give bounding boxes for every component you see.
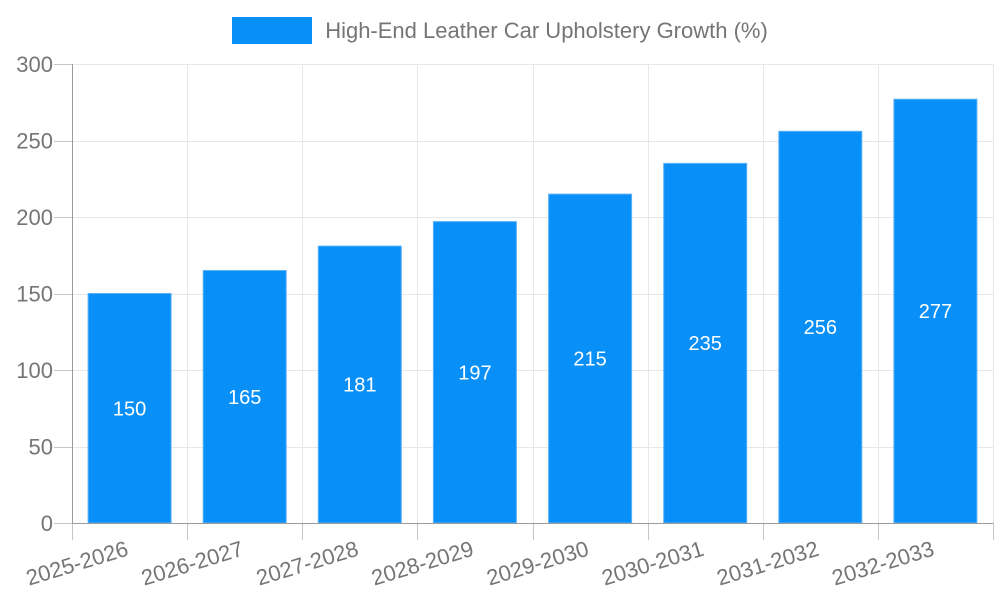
bar-2027-2028[interactable]: [317, 245, 402, 524]
bar-value-label: 277: [919, 301, 952, 323]
y-axis-label: 200: [16, 205, 53, 230]
x-axis-label: 2031-2032: [714, 536, 822, 591]
y-axis-label: 100: [16, 358, 53, 383]
bar-value-label: 181: [343, 375, 376, 397]
legend-swatch-icon: [232, 17, 313, 44]
x-axis-label: 2032-2033: [829, 536, 937, 591]
legend-label: High-End Leather Car Upholstery Growth (…: [325, 18, 768, 43]
y-axis-label: 300: [16, 52, 53, 77]
x-axis-label: 2029-2030: [484, 536, 592, 591]
bar-2030-2031[interactable]: [663, 162, 748, 524]
y-axis-label: 150: [16, 282, 53, 307]
x-axis-label: 2027-2028: [253, 536, 361, 591]
bar-value-label: 150: [113, 398, 146, 420]
bar-2032-2033[interactable]: [893, 98, 978, 524]
x-axis-label: 2028-2029: [368, 536, 476, 591]
x-axis-label: 2025-2026: [23, 536, 131, 591]
bar-value-label: 256: [804, 317, 837, 339]
bar-value-label: 215: [573, 349, 606, 371]
x-axis-label: 2030-2031: [599, 536, 707, 591]
bar-value-label: 197: [458, 362, 491, 384]
bar-2025-2026[interactable]: [87, 293, 172, 524]
bar-2028-2029[interactable]: [432, 221, 517, 524]
x-axis-label: 2026-2027: [138, 536, 246, 591]
bar-2026-2027[interactable]: [202, 270, 287, 524]
bar-value-label: 235: [689, 333, 722, 355]
bar-2029-2030[interactable]: [548, 193, 633, 524]
bar-value-label: 165: [228, 387, 261, 409]
legend-item[interactable]: High-End Leather Car Upholstery Growth (…: [0, 17, 1000, 44]
y-axis-label: 50: [29, 435, 53, 460]
y-axis-label: 0: [41, 511, 53, 536]
y-axis-label: 250: [16, 129, 53, 154]
